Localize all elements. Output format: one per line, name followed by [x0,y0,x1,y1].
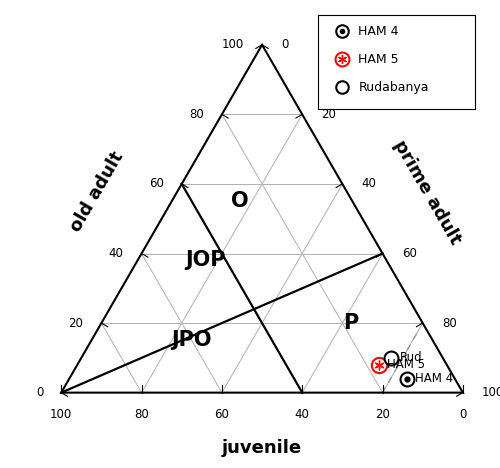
Text: 40: 40 [362,177,376,190]
Text: O: O [231,191,249,212]
Text: Rudabanya: Rudabanya [358,81,429,94]
Text: 0: 0 [459,408,466,421]
Text: 60: 60 [149,177,164,190]
Text: 100: 100 [222,38,244,51]
Text: old adult: old adult [67,148,128,235]
Text: 20: 20 [322,108,336,121]
Text: 100: 100 [50,408,72,421]
Text: HAM 5: HAM 5 [388,358,426,371]
Text: HAM 4: HAM 4 [358,25,399,37]
Text: 80: 80 [189,108,204,121]
Text: 0: 0 [36,386,43,399]
Text: 60: 60 [214,408,230,421]
Text: 60: 60 [402,247,416,260]
Text: P: P [343,313,358,333]
FancyBboxPatch shape [318,15,475,110]
Text: 40: 40 [295,408,310,421]
Text: 80: 80 [134,408,149,421]
Text: 40: 40 [108,247,124,260]
Text: juvenile: juvenile [222,439,302,457]
Text: JOP: JOP [186,250,226,271]
Text: JPO: JPO [172,330,212,351]
Text: 80: 80 [442,316,456,329]
Text: 0: 0 [282,38,288,51]
Text: 20: 20 [375,408,390,421]
Text: prime adult: prime adult [390,137,464,247]
Text: HAM 5: HAM 5 [358,53,399,66]
Text: 20: 20 [68,316,84,329]
Text: 100: 100 [482,386,500,399]
Text: HAM 4: HAM 4 [416,372,454,385]
Text: Rud: Rud [400,351,422,365]
